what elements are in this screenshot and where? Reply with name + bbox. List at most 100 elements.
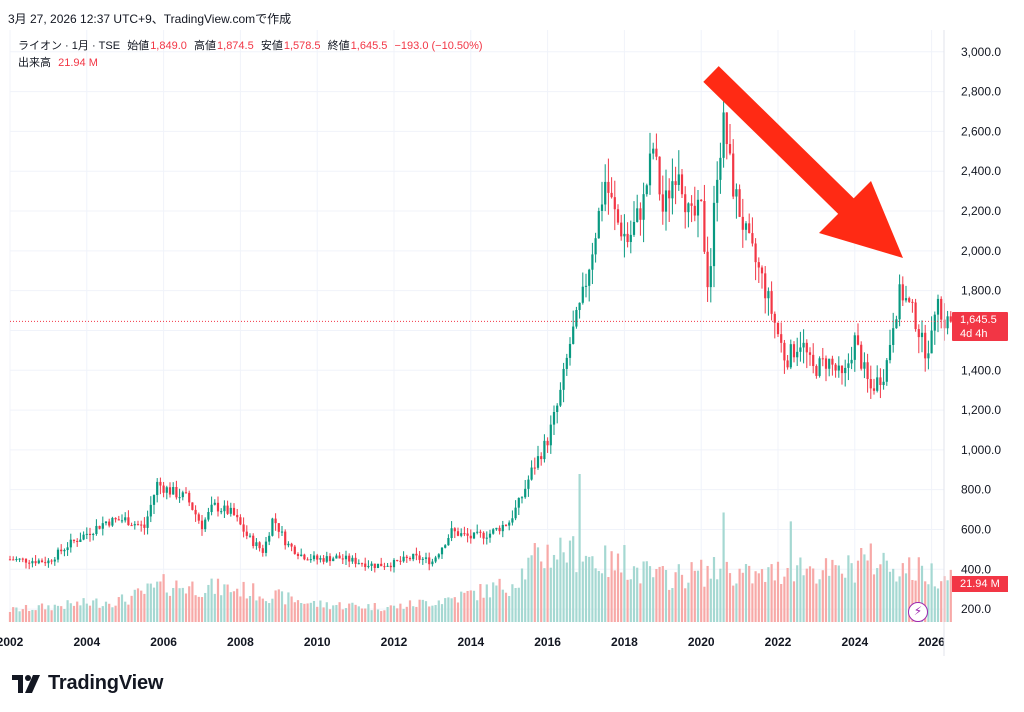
volume-bar xyxy=(514,588,517,622)
volume-bar xyxy=(428,606,431,622)
candle-body xyxy=(37,560,40,564)
candle-body xyxy=(552,412,556,425)
lightning-icon[interactable]: ⚡ xyxy=(908,602,928,622)
candle-body xyxy=(824,358,828,369)
candle-body xyxy=(575,310,578,327)
volume-bar xyxy=(524,579,527,622)
candle-body xyxy=(530,467,533,480)
volume-bar xyxy=(277,589,280,622)
volume-bar xyxy=(392,605,396,622)
volume-bar xyxy=(668,589,671,622)
candle-body xyxy=(447,538,450,546)
volume-bar xyxy=(24,604,28,622)
candle-body xyxy=(165,487,168,493)
candle-body xyxy=(53,559,56,562)
candle-body xyxy=(687,203,690,213)
volume-bar xyxy=(578,474,581,622)
volume-bar xyxy=(652,577,655,622)
volume-value: 21.94 M xyxy=(58,57,98,69)
volume-bar xyxy=(792,581,796,622)
x-tick-label: 2026 xyxy=(918,635,945,649)
candle-body xyxy=(514,507,517,519)
candle-body xyxy=(402,556,405,562)
candle-body xyxy=(840,365,844,374)
candle-body xyxy=(63,550,66,552)
volume-bar xyxy=(776,561,780,622)
volume-bar xyxy=(389,605,392,622)
candle-body xyxy=(492,529,495,534)
candle-body xyxy=(114,517,117,520)
candle-body xyxy=(722,112,725,158)
volume-bar xyxy=(47,605,50,622)
candle-body xyxy=(466,533,469,536)
candle-body xyxy=(815,366,818,376)
candle-body xyxy=(594,238,597,255)
volume-bar xyxy=(565,562,568,622)
volume-bar xyxy=(463,592,466,622)
candle-body xyxy=(796,351,799,358)
volume-label: 出来高 xyxy=(18,57,51,69)
volume-bar xyxy=(786,567,789,622)
candle-body xyxy=(143,524,146,528)
candle-body xyxy=(623,233,626,237)
volume-bar xyxy=(418,599,421,622)
volume-bar xyxy=(31,609,34,622)
volume-bar xyxy=(908,557,911,622)
volume-bar xyxy=(399,603,402,622)
candle-body xyxy=(204,519,207,530)
candle-body xyxy=(648,153,652,186)
candle-body xyxy=(949,316,952,322)
symbol-label[interactable]: ライオン · 1月 · TSE xyxy=(18,40,121,52)
candle-body xyxy=(527,479,530,489)
candle-body xyxy=(850,359,853,364)
candle-body xyxy=(520,497,524,499)
candle-body xyxy=(127,517,130,526)
candle-body xyxy=(111,517,114,526)
candle-body xyxy=(66,547,69,551)
volume-bar xyxy=(508,596,511,622)
candle-body xyxy=(69,539,72,548)
y-tick-label: 2,400.0 xyxy=(961,164,1001,178)
volume-bar xyxy=(485,584,488,622)
volume-bar xyxy=(104,601,108,622)
volume-bar xyxy=(623,545,626,622)
volume-bar xyxy=(594,568,597,622)
candle-body xyxy=(364,563,367,568)
volume-bar xyxy=(821,570,824,622)
volume-bar xyxy=(434,605,437,622)
candle-body xyxy=(229,507,232,514)
candle-body xyxy=(924,332,927,359)
volume-bar xyxy=(648,566,652,622)
volume-bar xyxy=(543,568,546,622)
volume-bar xyxy=(405,606,408,622)
candle-body xyxy=(332,558,335,562)
volume-bar xyxy=(690,562,693,622)
volume-bar xyxy=(805,568,808,622)
volume-bar xyxy=(796,565,799,622)
volume-bar xyxy=(396,608,399,622)
candle-body xyxy=(309,559,312,561)
volume-bar xyxy=(325,602,328,622)
candle-body xyxy=(47,560,50,564)
volume-bar xyxy=(140,590,143,622)
volume-bar xyxy=(530,555,533,622)
volume-bar xyxy=(498,578,501,622)
candle-body xyxy=(946,316,949,329)
candle-body xyxy=(511,518,514,523)
candle-body xyxy=(482,532,485,539)
candle-body xyxy=(98,525,101,529)
candle-body xyxy=(658,156,661,195)
candle-body xyxy=(360,563,364,565)
candle-body xyxy=(392,559,396,568)
volume-bar xyxy=(21,609,24,622)
candle-body xyxy=(853,335,856,360)
volume-bar xyxy=(472,590,476,622)
y-tick-label: 2,600.0 xyxy=(961,124,1001,138)
candle-body xyxy=(92,534,95,536)
volume-bar xyxy=(642,561,645,622)
candle-body xyxy=(348,555,351,562)
volume-bar xyxy=(572,536,575,622)
candle-body xyxy=(271,518,274,536)
volume-bar xyxy=(149,583,152,622)
